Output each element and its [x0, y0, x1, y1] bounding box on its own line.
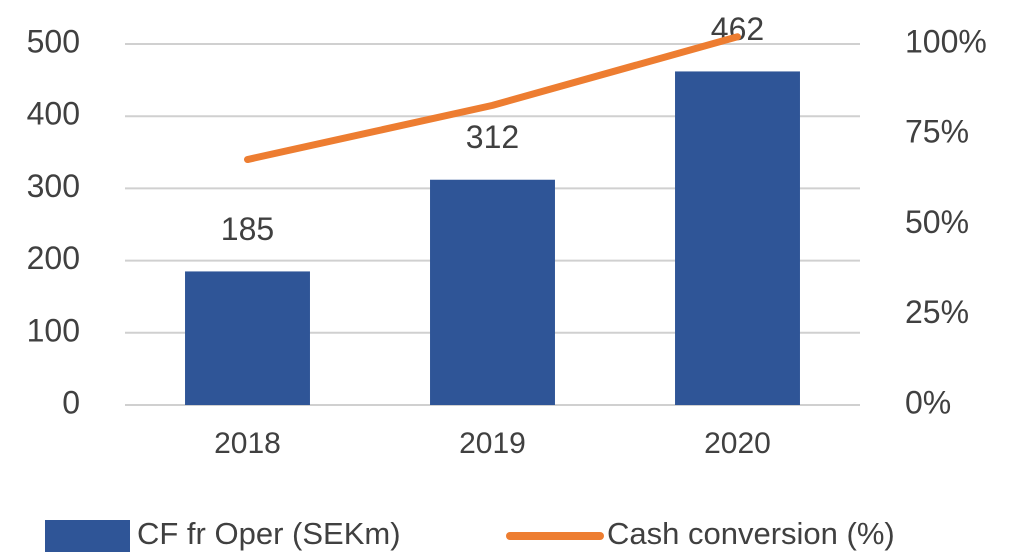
y2-tick-label: 75%	[905, 114, 969, 150]
y-tick-label: 100	[27, 312, 80, 348]
y-tick-label: 400	[27, 96, 80, 132]
value-label: 312	[466, 119, 519, 155]
x-tick-label: 2020	[704, 427, 771, 460]
bar	[675, 71, 800, 405]
y2-tick-label: 50%	[905, 204, 969, 240]
legend-label: CF fr Oper (SEKm)	[137, 516, 401, 551]
legend-label: Cash conversion (%)	[607, 516, 895, 551]
bar	[430, 179, 555, 405]
y-tick-label: 300	[27, 168, 80, 204]
y2-tick-label: 100%	[905, 23, 987, 59]
legend-swatch	[45, 520, 130, 552]
y-tick-label: 200	[27, 240, 80, 276]
bar	[185, 271, 310, 405]
y2-tick-label: 0%	[905, 384, 951, 420]
value-label: 185	[221, 211, 274, 247]
y-tick-label: 500	[27, 23, 80, 59]
y-tick-label: 0	[62, 384, 80, 420]
line	[244, 33, 741, 164]
y2-tick-label: 25%	[905, 294, 969, 330]
x-tick-label: 2018	[214, 427, 281, 460]
x-tick-label: 2019	[459, 427, 526, 460]
